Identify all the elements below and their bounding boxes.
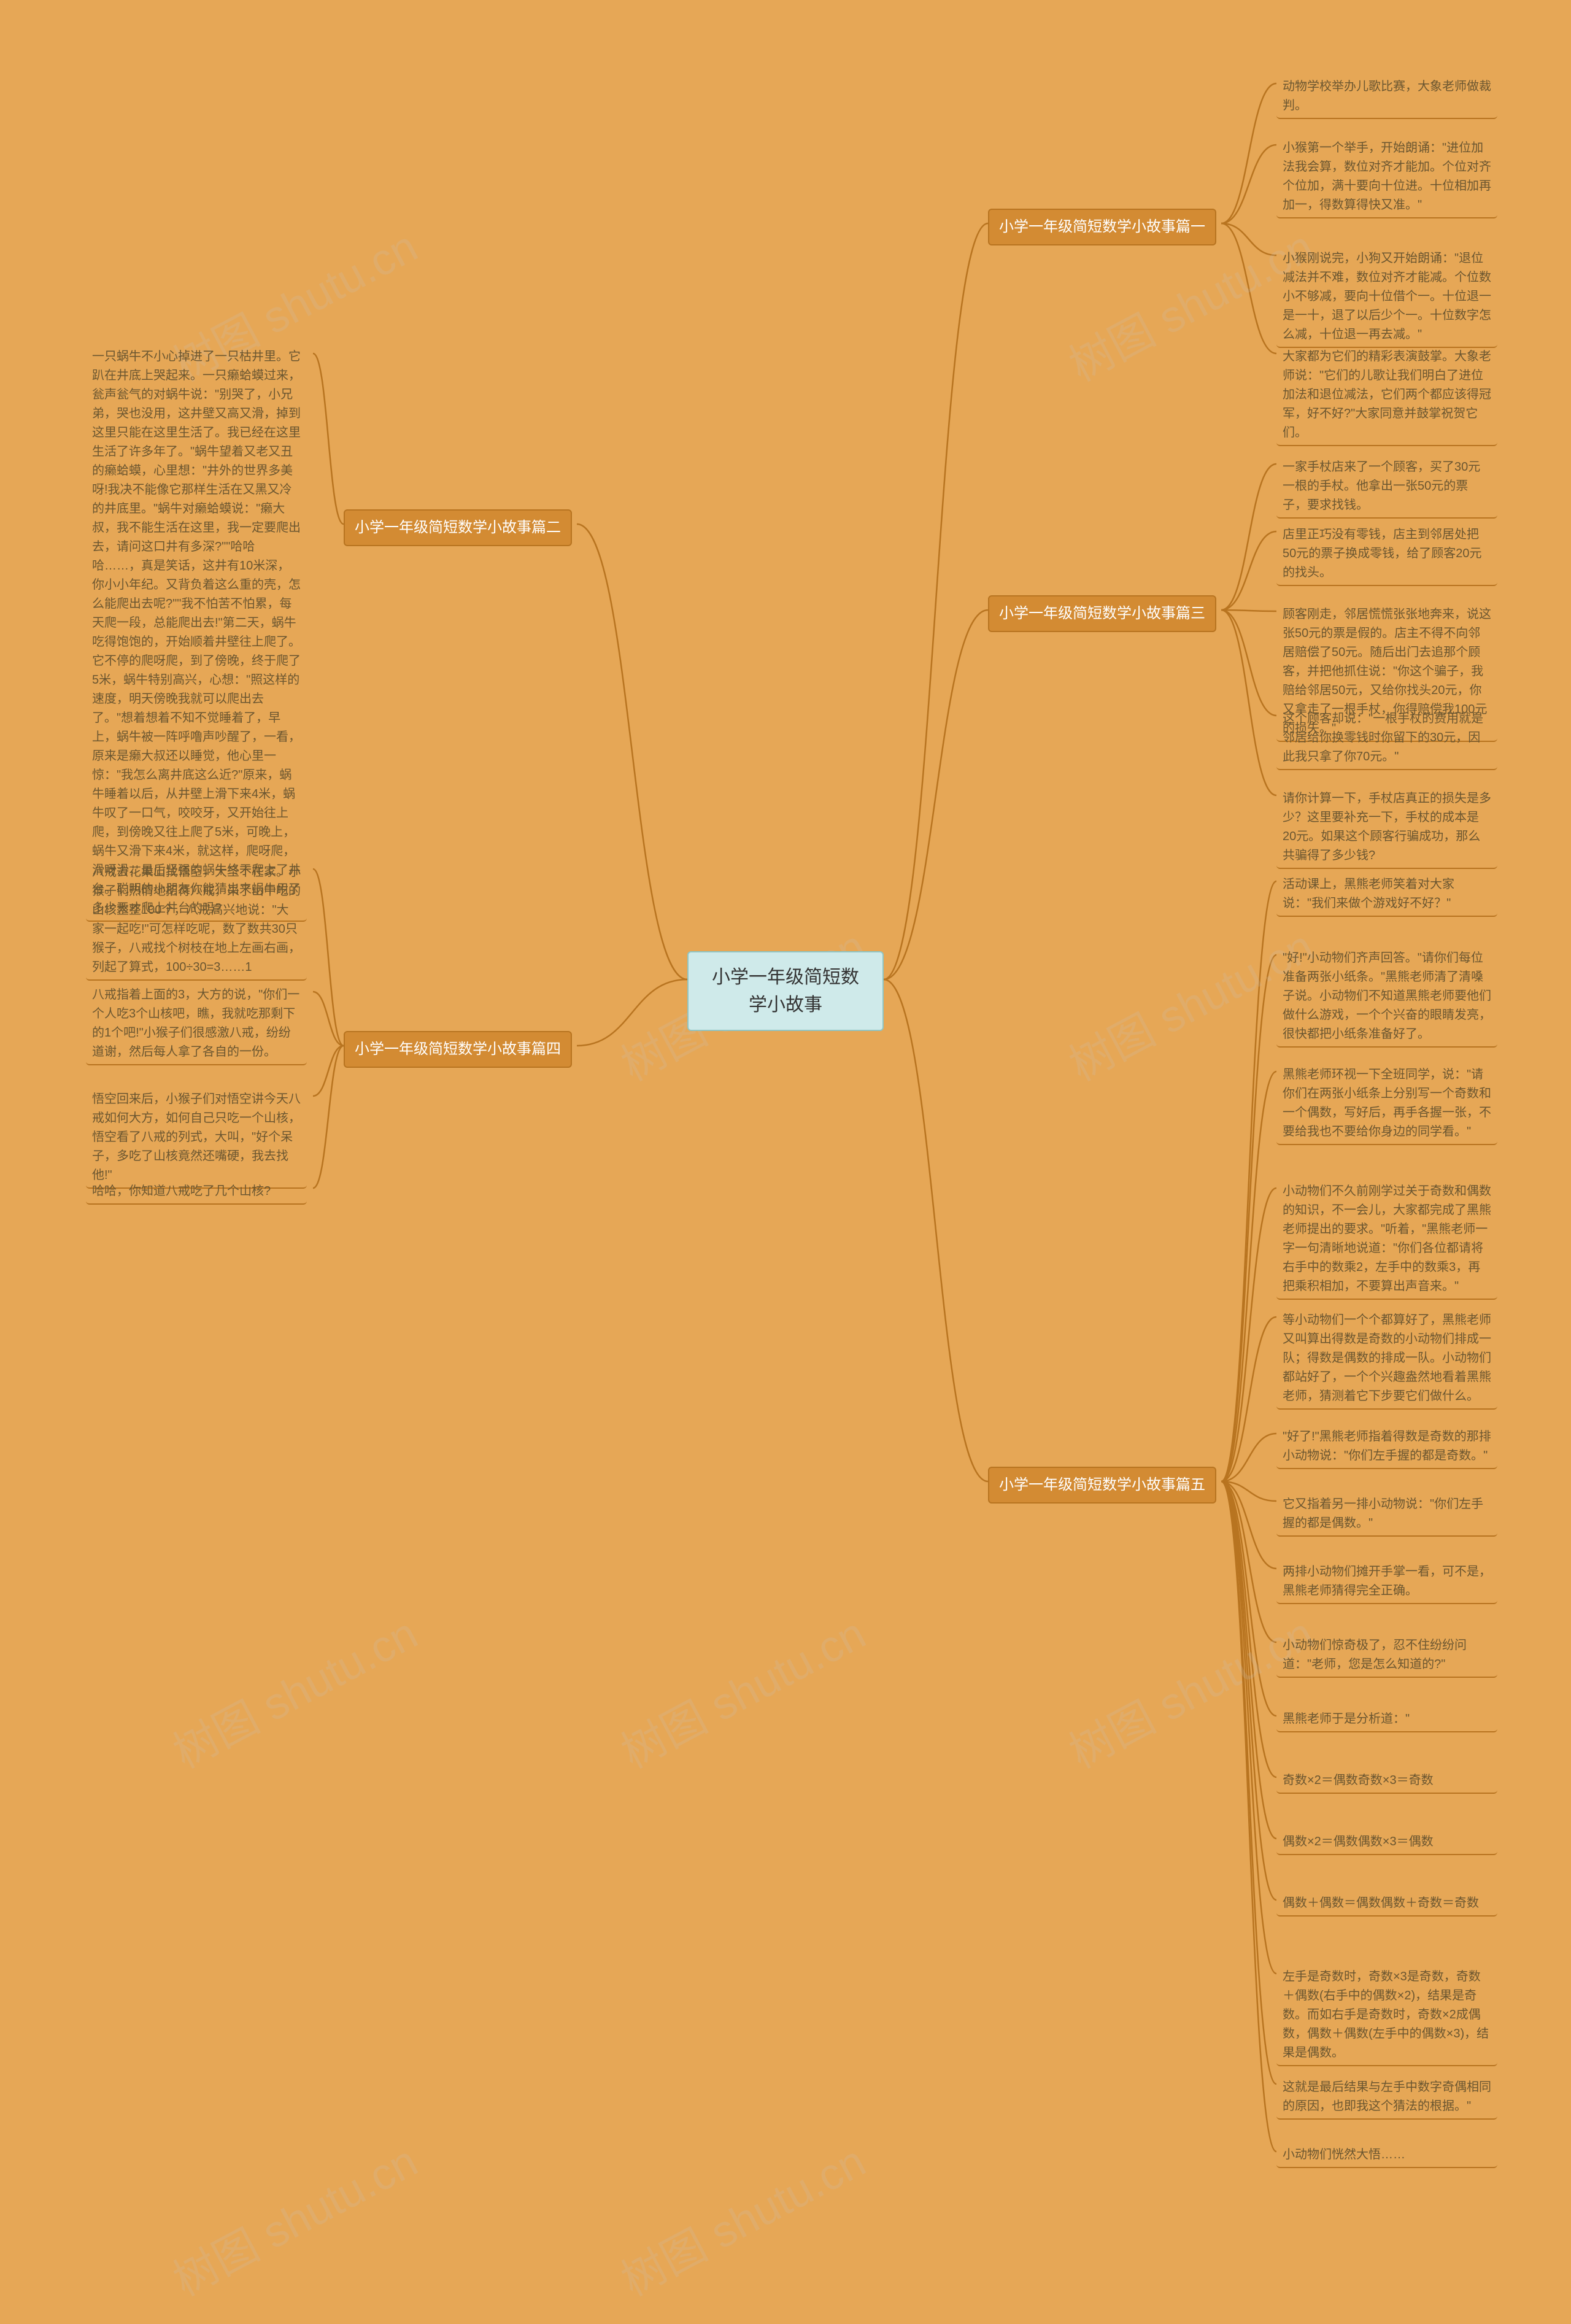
watermark: 树图 shutu.cn <box>160 2126 427 2308</box>
branch-label: 小学一年级简短数学小故事篇四 <box>355 1041 561 1057</box>
leaf-node: 小猴第一个举手，开始朗诵："进位加法我会算，数位对齐才能加。个位对齐个位加，满十… <box>1276 135 1497 218</box>
leaf-node: "好!"小动物们齐声回答。"请你们每位准备两张小纸条。"黑熊老师清了清嗓子说。小… <box>1276 945 1497 1048</box>
leaf-node: 它又指着另一排小动物说："你们左手握的都是偶数。" <box>1276 1491 1497 1537</box>
leaf-node: 小动物们惊奇极了，忍不住纷纷问道："老师，您是怎么知道的?" <box>1276 1632 1497 1678</box>
leaf-node: 小猴刚说完，小狗又开始朗诵："退位减法并不难，数位对齐才能减。个位数小不够减，要… <box>1276 245 1497 348</box>
leaf-node: "好了!"黑熊老师指着得数是奇数的那排小动物说："你们左手握的都是奇数。" <box>1276 1424 1497 1469</box>
watermark: 树图 shutu.cn <box>1056 1598 1322 1780</box>
leaf-node: 悟空回来后，小猴子们对悟空讲今天八戒如何大方，如何自己只吃一个山核，悟空看了八戒… <box>86 1086 307 1189</box>
leaf-node: 店里正巧没有零钱，店主到邻居处把50元的票子换成零钱，给了顾客20元的找头。 <box>1276 522 1497 586</box>
leaf-node: 哈哈，你知道八戒吃了几个山核? <box>86 1178 307 1205</box>
leaf-node: 大家都为它们的精彩表演鼓掌。大象老师说："它们的儿歌让我们明白了进位加法和退位减… <box>1276 344 1497 446</box>
watermark: 树图 shutu.cn <box>608 1598 874 1780</box>
watermark: 树图 shutu.cn <box>160 1598 427 1780</box>
watermark: 树图 shutu.cn <box>608 2126 874 2308</box>
leaf-node: 这就是最后结果与左手中数字奇偶相同的原因，也即我这个猜法的根据。" <box>1276 2074 1497 2120</box>
leaf-node: 黑熊老师于是分析道：" <box>1276 1706 1497 1732</box>
leaf-node: 八戒指着上面的3，大方的说，"你们一个人吃3个山核吧，瞧，我就吃那剩下的1个吧!… <box>86 982 307 1065</box>
leaf-node: 奇数×2＝偶数奇数×3＝奇数 <box>1276 1767 1497 1794</box>
root-label: 小学一年级简短数学小故事 <box>712 967 859 1015</box>
leaf-node: 活动课上，黑熊老师笑着对大家说："我们来做个游戏好不好？" <box>1276 871 1497 917</box>
branch-label: 小学一年级简短数学小故事篇一 <box>999 218 1205 235</box>
leaf-node: 请你计算一下，手杖店真正的损失是多少？这里要补充一下，手杖的成本是20元。如果这… <box>1276 786 1497 869</box>
leaf-node: 小动物们不久前刚学过关于奇数和偶数的知识，不一会儿，大家都完成了黑熊老师提出的要… <box>1276 1178 1497 1300</box>
leaf-node: 一家手杖店来了一个顾客，买了30元一根的手杖。他拿出一张50元的票子，要求找钱。 <box>1276 454 1497 519</box>
leaf-node: 这个顾客却说："一根手杖的费用就是邻居给你换零钱时你留下的30元，因此我只拿了你… <box>1276 706 1497 770</box>
branch-node: 小学一年级简短数学小故事篇五 <box>988 1467 1216 1504</box>
leaf-node: 黑熊老师环视一下全班同学，说："请你们在两张小纸条上分别写一个奇数和一个偶数，写… <box>1276 1062 1497 1145</box>
branch-label: 小学一年级简短数学小故事篇二 <box>355 519 561 536</box>
leaf-node: 等小动物们一个个都算好了，黑熊老师又叫算出得数是奇数的小动物们排成一队；得数是偶… <box>1276 1307 1497 1410</box>
leaf-node: 左手是奇数时，奇数×3是奇数，奇数＋偶数(右手中的偶数×2)，结果是奇数。而如右… <box>1276 1964 1497 2066</box>
mindmap-canvas: 树图 shutu.cn 树图 shutu.cn 树图 shutu.cn 树图 shut… <box>0 0 1571 2324</box>
leaf-node: 八戒去花果山找悟空，大圣不在家。小猴子们热情地招待八戒，采了山中吃的山核整整10… <box>86 859 307 981</box>
root-node: 小学一年级简短数学小故事 <box>687 951 884 1031</box>
leaf-node: 动物学校举办儿歌比赛，大象老师做裁判。 <box>1276 74 1497 119</box>
leaf-node: 一只蜗牛不小心掉进了一只枯井里。它趴在井底上哭起来。一只癞蛤蟆过来，瓮声瓮气的对… <box>86 344 307 922</box>
branch-label: 小学一年级简短数学小故事篇五 <box>999 1477 1205 1493</box>
branch-node: 小学一年级简短数学小故事篇二 <box>344 509 572 546</box>
branch-label: 小学一年级简短数学小故事篇三 <box>999 605 1205 622</box>
branch-node: 小学一年级简短数学小故事篇三 <box>988 595 1216 632</box>
leaf-node: 偶数×2＝偶数偶数×3＝偶数 <box>1276 1829 1497 1855</box>
leaf-node: 两排小动物们摊开手掌一看，可不是，黑熊老师猜得完全正确。 <box>1276 1559 1497 1604</box>
branch-node: 小学一年级简短数学小故事篇一 <box>988 209 1216 245</box>
branch-node: 小学一年级简短数学小故事篇四 <box>344 1031 572 1068</box>
leaf-node: 小动物们恍然大悟…… <box>1276 2142 1497 2168</box>
leaf-node: 偶数＋偶数＝偶数偶数＋奇数＝奇数 <box>1276 1890 1497 1917</box>
